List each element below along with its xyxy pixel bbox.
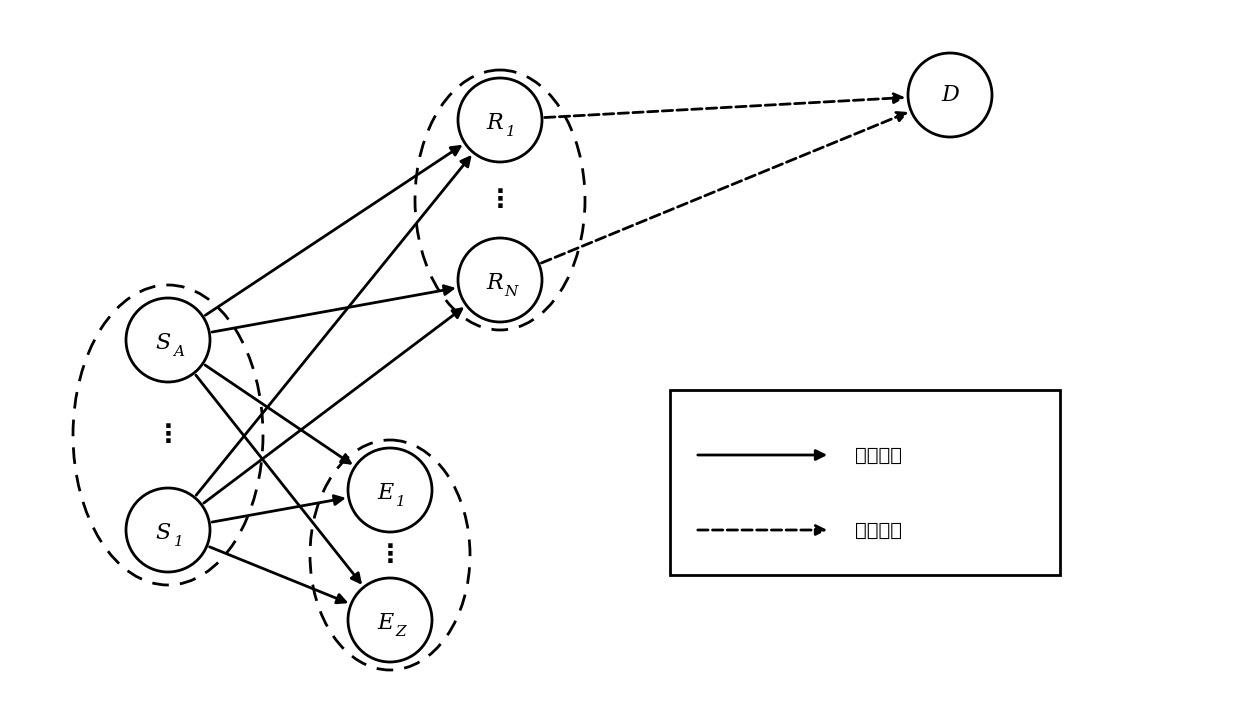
Text: 1: 1 xyxy=(396,495,405,509)
Text: R: R xyxy=(486,112,503,134)
Circle shape xyxy=(348,578,432,662)
Text: 第一时隙: 第一时隙 xyxy=(856,446,901,464)
Text: Z: Z xyxy=(396,625,407,639)
Text: ⋮: ⋮ xyxy=(377,543,403,567)
Text: 1: 1 xyxy=(506,125,516,139)
Circle shape xyxy=(908,53,992,137)
Text: 第二时隙: 第二时隙 xyxy=(856,521,901,539)
Circle shape xyxy=(458,238,542,322)
Text: 1: 1 xyxy=(174,535,184,549)
Circle shape xyxy=(126,488,210,572)
Text: S: S xyxy=(155,522,171,544)
Circle shape xyxy=(126,298,210,382)
Text: ⋮: ⋮ xyxy=(155,423,181,447)
Text: A: A xyxy=(174,345,185,359)
Text: ⋮: ⋮ xyxy=(487,188,512,212)
Circle shape xyxy=(458,78,542,162)
Text: R: R xyxy=(486,272,503,294)
Text: D: D xyxy=(941,84,959,106)
Circle shape xyxy=(348,448,432,532)
Text: E: E xyxy=(377,612,393,634)
Text: E: E xyxy=(377,482,393,504)
Text: S: S xyxy=(155,332,171,354)
Bar xyxy=(670,390,1060,575)
Text: N: N xyxy=(505,285,517,299)
